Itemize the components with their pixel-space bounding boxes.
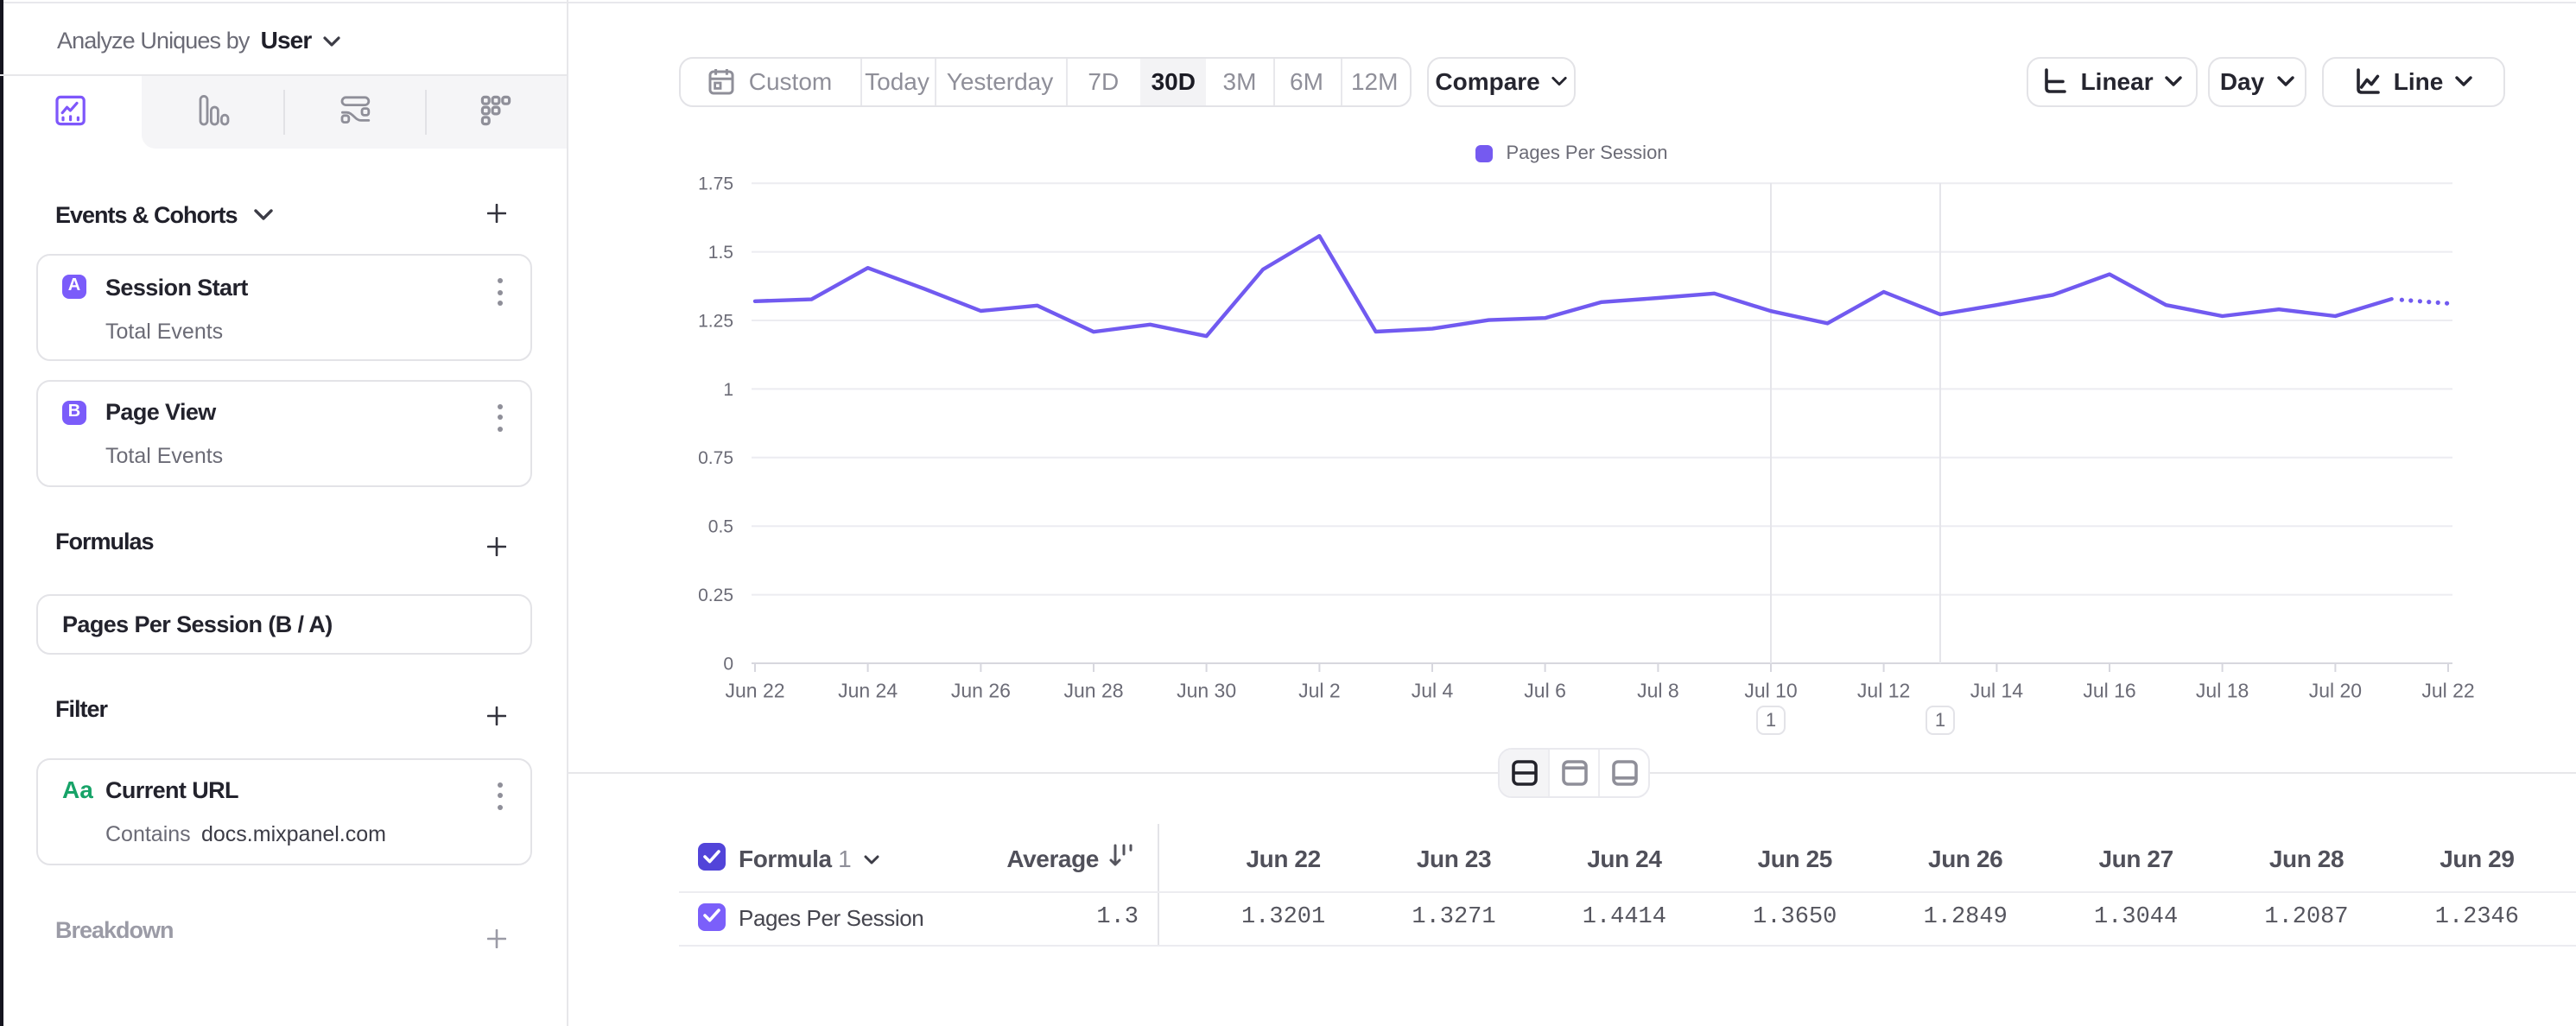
svg-text:Jul 10: Jul 10 <box>1744 679 1797 701</box>
svg-text:Jul 12: Jul 12 <box>1857 679 1910 701</box>
svg-text:Jul 2: Jul 2 <box>1298 679 1341 701</box>
svg-text:0.5: 0.5 <box>708 517 733 537</box>
svg-text:Jul 14: Jul 14 <box>1970 679 2024 701</box>
svg-text:Jun 22: Jun 22 <box>725 679 784 701</box>
svg-text:0.25: 0.25 <box>698 586 733 605</box>
svg-text:Jul 20: Jul 20 <box>2309 679 2362 701</box>
svg-text:Jul 18: Jul 18 <box>2196 679 2249 701</box>
svg-text:Jun 28: Jun 28 <box>1063 679 1123 701</box>
svg-text:1: 1 <box>1766 709 1776 731</box>
svg-text:1: 1 <box>723 380 733 400</box>
svg-text:Jul 6: Jul 6 <box>1524 679 1566 701</box>
svg-text:1.75: 1.75 <box>698 174 733 194</box>
svg-text:0: 0 <box>723 654 733 674</box>
svg-text:Jun 30: Jun 30 <box>1177 679 1236 701</box>
svg-text:Jul 22: Jul 22 <box>2421 679 2474 701</box>
svg-text:Jul 16: Jul 16 <box>2083 679 2135 701</box>
svg-text:Jun 24: Jun 24 <box>838 679 898 701</box>
svg-text:1.5: 1.5 <box>708 243 733 263</box>
svg-text:1.25: 1.25 <box>698 311 733 331</box>
svg-text:0.75: 0.75 <box>698 448 733 468</box>
svg-text:Jul 8: Jul 8 <box>1637 679 1679 701</box>
svg-text:1: 1 <box>1935 709 1945 731</box>
svg-text:Jun 26: Jun 26 <box>951 679 1011 701</box>
svg-text:Jul 4: Jul 4 <box>1412 679 1454 701</box>
